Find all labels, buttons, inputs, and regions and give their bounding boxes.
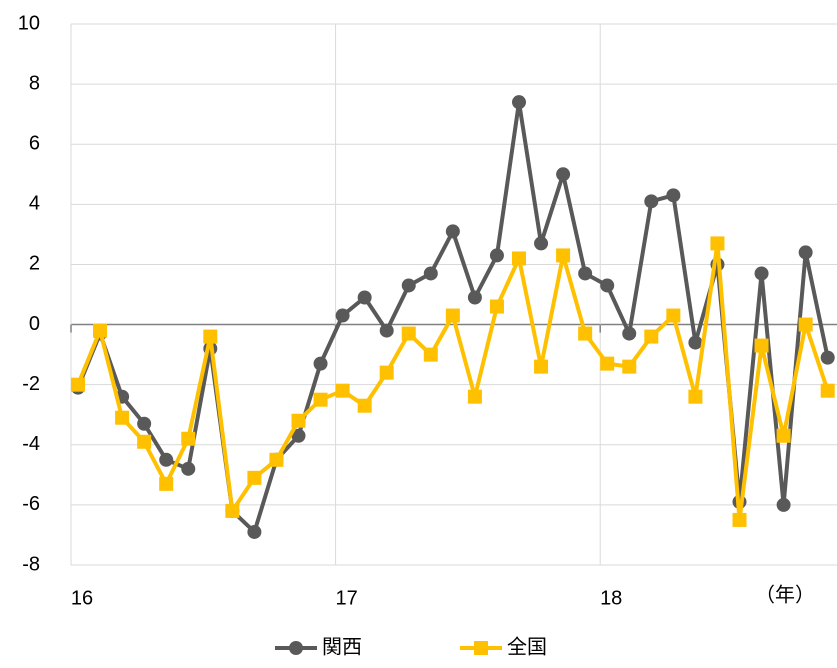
data-point (666, 308, 681, 323)
data-point (644, 194, 659, 209)
data-point (203, 329, 218, 344)
data-point (379, 365, 394, 380)
legend-marker (474, 641, 488, 655)
data-point (489, 248, 504, 263)
data-point (578, 266, 593, 281)
data-point (225, 503, 240, 518)
data-point (622, 326, 637, 341)
data-point (269, 452, 284, 467)
data-point (489, 299, 504, 314)
data-point (159, 476, 174, 491)
y-tick-label: 0 (29, 313, 40, 335)
data-point (181, 461, 196, 476)
data-point (71, 377, 85, 392)
data-point (622, 359, 637, 374)
data-point (93, 323, 108, 338)
data-point (445, 224, 460, 239)
data-point (534, 236, 549, 251)
y-tick-label: 10 (18, 12, 40, 34)
y-tick-label: -4 (22, 433, 40, 455)
legend-label: 関西 (322, 636, 362, 658)
data-point (578, 326, 593, 341)
data-point (600, 278, 615, 293)
data-point (754, 266, 769, 281)
data-point (313, 356, 328, 371)
data-point (467, 290, 482, 305)
legend-label: 全国 (507, 635, 547, 658)
data-point (467, 389, 482, 404)
data-point (820, 350, 835, 365)
data-point (357, 290, 372, 305)
data-point (291, 413, 306, 428)
data-point (423, 347, 438, 362)
x-tick-label: 17 (335, 587, 357, 609)
data-point (534, 359, 549, 374)
data-point (445, 308, 460, 323)
y-tick-label: -2 (22, 373, 40, 395)
data-point (600, 356, 615, 371)
series-line (76, 241, 830, 522)
y-tick-label: 2 (29, 253, 40, 275)
data-point (732, 512, 747, 527)
data-point (401, 278, 416, 293)
y-tick-label: -6 (22, 493, 40, 515)
data-point (137, 434, 152, 449)
x-tick-label: 16 (71, 587, 93, 609)
data-point (159, 452, 174, 467)
data-point (379, 323, 394, 338)
data-point (247, 524, 262, 539)
data-point (181, 431, 196, 446)
data-point (710, 236, 725, 251)
x-tick-label: 18 (600, 587, 622, 609)
data-point (335, 383, 350, 398)
y-tick-label: -8 (22, 553, 40, 575)
data-point (137, 416, 152, 431)
data-point (512, 95, 526, 110)
data-point (247, 470, 262, 485)
y-tick-label: 8 (29, 72, 40, 94)
data-point (776, 497, 791, 512)
data-point (556, 248, 571, 263)
data-point (401, 326, 416, 341)
data-point (291, 428, 306, 443)
data-point (423, 266, 438, 281)
data-point (776, 428, 791, 443)
data-point (820, 383, 835, 398)
data-point (666, 188, 681, 203)
x-axis-label: （年） (755, 583, 815, 606)
data-point (798, 245, 813, 260)
data-point (644, 329, 659, 344)
y-tick-label: 4 (29, 193, 40, 215)
legend-marker (289, 641, 303, 655)
data-point (357, 398, 372, 413)
data-point (335, 308, 350, 323)
data-point (798, 317, 813, 332)
y-tick-label: 6 (29, 133, 40, 155)
data-point (313, 392, 328, 407)
data-point (556, 167, 571, 182)
data-point (688, 389, 703, 404)
data-point (754, 338, 769, 353)
data-point (512, 251, 526, 266)
data-point (115, 410, 130, 425)
data-point (688, 335, 703, 350)
